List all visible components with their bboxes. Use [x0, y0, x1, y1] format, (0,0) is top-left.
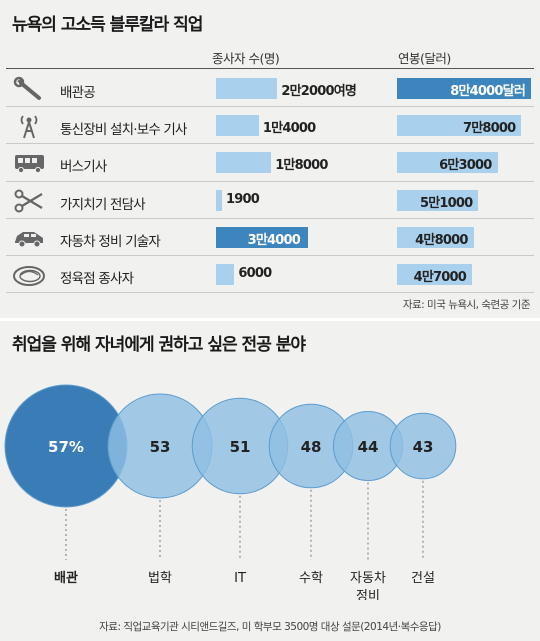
- job-label: 자동차 정비 기술자: [60, 233, 161, 250]
- row-separator: [6, 255, 534, 256]
- bar-workers: [216, 115, 259, 137]
- col-header-workers: 종사자 수(명): [212, 51, 280, 66]
- value-label-workers: 1만8000: [275, 158, 328, 174]
- meat-icon: [10, 262, 48, 288]
- bubble-value-label: 57%: [48, 438, 84, 456]
- value-label-salary: 6만3000: [439, 158, 492, 174]
- value-label-salary: 4만7000: [413, 270, 467, 285]
- chart1-title: 뉴욕의 고소득 블루칼라 직업: [12, 15, 203, 35]
- bar-salary: [397, 264, 472, 285]
- scissors-icon: [10, 188, 48, 214]
- row-separator: [6, 217, 534, 219]
- chart2-title: 취업을 위해 자녀에게 권하고 싶은 전공 분야: [12, 335, 306, 355]
- value-label-workers: 6000: [238, 266, 272, 281]
- row-separator: [6, 143, 534, 145]
- value-label-workers: 1만4000: [262, 121, 316, 137]
- category-label: 정비: [356, 589, 380, 600]
- row-separator: [6, 180, 534, 182]
- bar-workers: [216, 152, 272, 174]
- category-label: IT: [234, 571, 246, 586]
- section-divider: [0, 318, 540, 321]
- chart2-source: 자료: 직업교육기관 시티앤드길즈, 미 학부모 3500명 대상 설문(201…: [99, 621, 441, 633]
- category-label: 법학: [148, 571, 172, 586]
- category-label: 수학: [299, 571, 323, 586]
- job-label: 가지치기 전담사: [60, 196, 146, 213]
- value-label-salary: 8만4000달러: [450, 84, 526, 99]
- bubble-value-label: 44: [358, 438, 379, 456]
- category-label: 건설: [411, 571, 435, 586]
- chart1-source: 자료: 미국 뉴욕시, 숙련공 기준: [402, 299, 531, 311]
- bus-icon: [10, 150, 48, 176]
- value-label-salary: 5만1000: [419, 195, 473, 211]
- bubble-value-label: 51: [230, 438, 251, 456]
- value-label-workers: 3만4000: [247, 232, 301, 248]
- bar-workers: [216, 226, 308, 248]
- col-header-salary: 연봉(달러): [398, 51, 451, 66]
- bar-workers: [216, 189, 222, 211]
- value-label-salary: 4만8000: [415, 232, 468, 248]
- bar-salary: [397, 189, 479, 211]
- table-top-rule: [6, 68, 534, 69]
- job-label: 정육점 종사자: [60, 271, 134, 287]
- row-separator: [6, 106, 534, 108]
- bar-workers: [216, 264, 235, 285]
- job-label: 통신장비 설치·보수 기사: [60, 122, 187, 139]
- bubble-value-label: 48: [301, 438, 322, 456]
- job-label: 배관공: [60, 85, 96, 101]
- bar-salary: [397, 78, 531, 99]
- category-label: 배관: [54, 570, 78, 586]
- bar-salary: [397, 152, 498, 174]
- value-label-workers: 2만2000여명: [281, 84, 357, 99]
- antenna-tower-icon: [10, 113, 48, 139]
- bar-salary: [397, 115, 522, 137]
- value-label-salary: 7만8000: [463, 121, 516, 137]
- row-separator: [6, 292, 534, 294]
- car-icon: [10, 225, 48, 251]
- job-label: 버스기사: [60, 159, 107, 176]
- bubble-value-label: 53: [150, 438, 171, 456]
- bubble-value-label: 43: [413, 438, 434, 456]
- value-label-workers: 1900: [226, 191, 260, 207]
- bubble: [389, 412, 457, 480]
- wrench-icon: [10, 76, 48, 102]
- bar-workers: [216, 78, 278, 99]
- bar-salary: [397, 226, 474, 248]
- category-label: 자동차: [350, 571, 386, 586]
